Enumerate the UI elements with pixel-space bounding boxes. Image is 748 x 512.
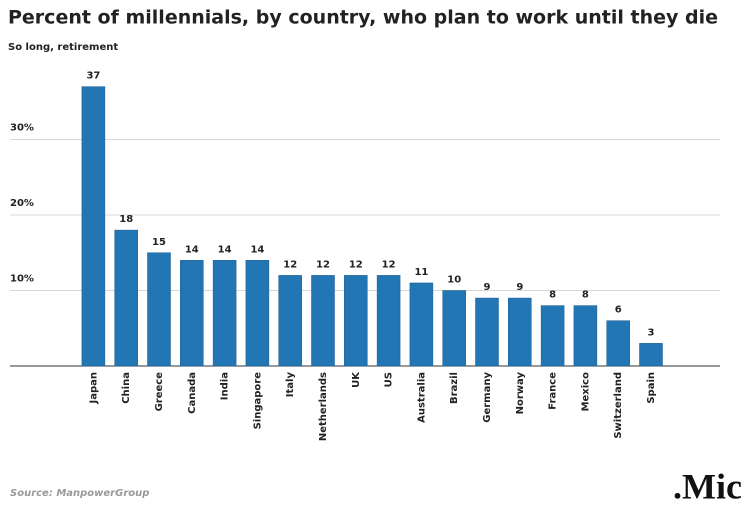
value-label: 12 (382, 259, 396, 270)
bar (344, 275, 368, 367)
y-tick-label: 10% (10, 274, 34, 285)
value-label: 18 (119, 214, 133, 225)
x-tick-label: Italy (285, 372, 296, 398)
value-label: 3 (648, 327, 655, 338)
x-tick-label: Canada (187, 372, 198, 414)
x-tick-label: UK (351, 371, 362, 388)
bar (147, 252, 171, 367)
bar (573, 305, 598, 367)
value-label: 10 (447, 275, 461, 286)
value-label: 6 (615, 305, 622, 316)
bar (311, 275, 335, 367)
bar (376, 275, 401, 367)
bar (442, 290, 466, 367)
bar (475, 297, 499, 367)
x-tick-label: France (548, 372, 559, 410)
x-tick-label: India (220, 372, 231, 400)
x-tick-label: Norway (515, 372, 526, 415)
logo: .Mic (673, 466, 742, 506)
x-tick-label: US (384, 372, 395, 387)
x-tick-label: Australia (416, 372, 427, 423)
value-label: 12 (316, 259, 330, 270)
value-label: 9 (516, 282, 523, 293)
bar (508, 297, 532, 367)
x-tick-label: China (121, 372, 132, 404)
value-label: 14 (218, 244, 232, 255)
bar (606, 320, 630, 367)
value-label: 15 (152, 237, 166, 248)
value-label: 8 (582, 290, 589, 301)
y-tick-label: 20% (10, 198, 34, 209)
value-label: 11 (414, 267, 428, 278)
chart-subtitle: So long, retirement (8, 42, 118, 53)
value-label: 8 (549, 290, 556, 301)
value-label: 12 (283, 259, 297, 270)
bar (245, 260, 270, 367)
x-tick-label: Singapore (252, 372, 263, 430)
bar (212, 260, 237, 367)
x-tick-label: Greece (154, 372, 165, 412)
bar (278, 275, 302, 367)
x-tick-label: Japan (88, 372, 99, 405)
chart-title: Percent of millennials, by country, who … (8, 7, 718, 29)
value-label: 37 (86, 71, 100, 82)
value-label: 9 (484, 282, 491, 293)
value-label: 14 (185, 244, 199, 255)
x-tick-label: Switzerland (613, 372, 624, 439)
bar (409, 282, 434, 367)
bar (180, 260, 204, 367)
bar (114, 229, 138, 367)
bar (639, 343, 663, 367)
y-tick-label: 30% (10, 123, 34, 134)
x-tick-label: Mexico (580, 372, 591, 412)
bar (540, 305, 565, 367)
x-tick-label: Brazil (449, 372, 460, 404)
x-tick-label: Netherlands (318, 372, 329, 441)
source: Source: ManpowerGroup (10, 488, 149, 499)
x-tick-label: Spain (646, 372, 657, 404)
x-tick-label: Germany (482, 372, 493, 423)
value-label: 12 (349, 259, 363, 270)
bar (81, 86, 106, 367)
value-label: 14 (250, 244, 264, 255)
